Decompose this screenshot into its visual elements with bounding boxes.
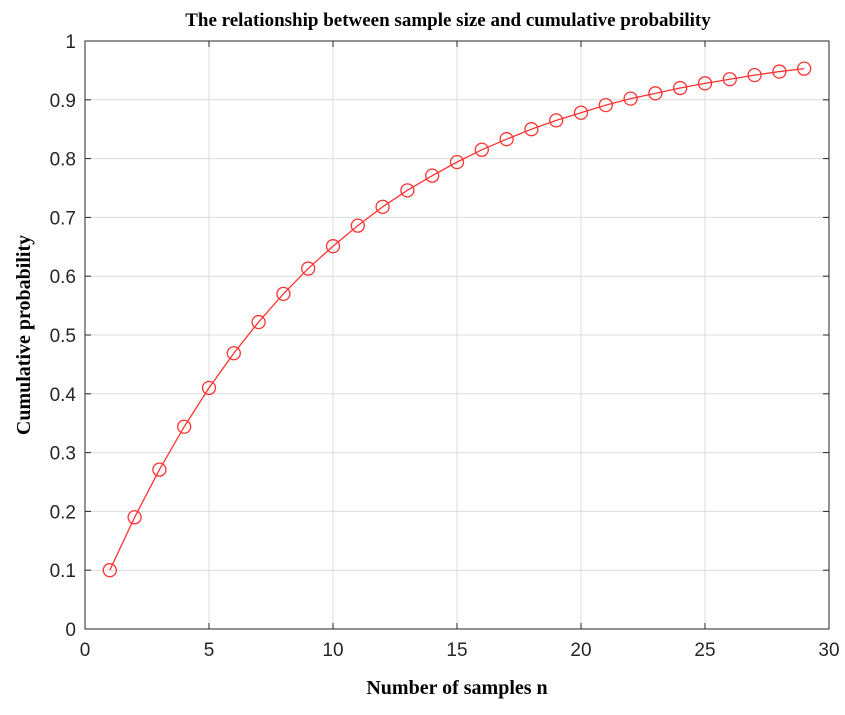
data-point	[425, 168, 440, 183]
y-tick-label: 0.7	[50, 208, 76, 229]
data-point	[499, 132, 514, 147]
data-point	[797, 61, 812, 76]
data-point	[301, 261, 316, 276]
y-tick-label: 0.1	[50, 561, 76, 582]
y-tick-label: 0.5	[50, 326, 76, 347]
data-point	[722, 72, 737, 87]
data-point	[747, 67, 762, 83]
data-point	[201, 380, 217, 396]
data-point	[474, 142, 489, 157]
x-tick-label: 15	[446, 640, 467, 661]
data-point	[524, 122, 539, 137]
data-point	[177, 419, 192, 434]
x-tick-label: 30	[818, 640, 839, 661]
data-point	[102, 563, 117, 578]
x-tick-label: 10	[322, 640, 343, 661]
y-tick-label: 0.9	[50, 91, 76, 112]
y-tick-label: 0.4	[50, 385, 77, 406]
data-point	[697, 76, 713, 91]
y-tick-label: 0.3	[50, 444, 76, 465]
x-tick-label: 25	[694, 640, 715, 661]
data-point	[598, 97, 613, 113]
x-axis-label: Number of samples n	[366, 677, 547, 699]
y-tick-label: 0	[65, 620, 76, 641]
data-point	[127, 510, 142, 525]
data-point	[325, 239, 341, 254]
data-point	[573, 105, 589, 120]
y-tick-label: 1	[65, 32, 76, 53]
data-point	[226, 346, 241, 361]
series-line	[109, 67, 805, 571]
data-point	[623, 91, 638, 106]
plot-frame	[84, 40, 830, 630]
data-point	[648, 86, 663, 101]
data-point	[549, 113, 564, 128]
data-point	[673, 80, 688, 96]
grid	[84, 40, 830, 630]
series-group	[102, 61, 812, 578]
data-point	[375, 199, 390, 214]
data-point	[251, 314, 266, 330]
y-tick-label: 0.6	[50, 267, 76, 288]
y-tick-label: 0.2	[50, 502, 76, 523]
x-tick-label: 0	[80, 640, 91, 661]
y-axis-label: Cumulative probability	[13, 235, 35, 435]
tick-labels: 0 5 10 15 20 25 30 0 0.1 0.2 0.3 0.4 0.5 0.6 0.7 0.8 0.9…	[50, 32, 840, 661]
x-tick-label: 5	[204, 640, 215, 661]
data-point	[772, 64, 787, 79]
data-point	[152, 462, 167, 477]
x-tick-label: 20	[570, 640, 591, 661]
data-point	[276, 286, 291, 301]
chart-title: The relationship between sample size and…	[185, 10, 711, 31]
y-tick-label: 0.8	[50, 150, 76, 171]
data-point	[400, 183, 415, 198]
data-point	[350, 218, 365, 233]
data-point	[449, 154, 465, 170]
